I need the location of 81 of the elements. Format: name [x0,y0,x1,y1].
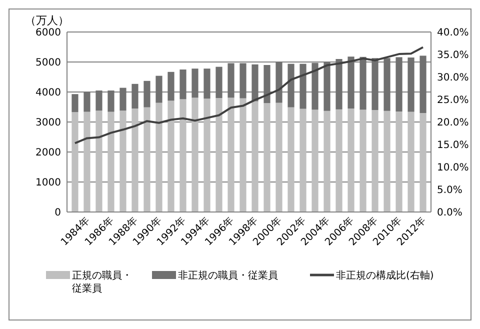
bar [108,112,114,212]
bar [372,58,378,110]
bar [168,72,174,101]
bar [144,107,150,212]
bar [324,62,330,111]
bar [264,65,270,104]
bar [96,90,102,111]
line-series [74,46,424,144]
bar [396,57,402,112]
y-tick-label: 3000 [36,118,61,128]
bar [348,56,354,108]
bar [360,110,366,212]
bar [420,56,426,113]
bar [192,68,198,98]
bar [204,68,210,99]
bar [336,109,342,212]
bar [96,110,102,212]
bar [300,108,306,212]
bar [108,90,114,112]
bar [228,63,234,98]
y-tick-label: 0 [54,208,61,218]
bar [384,110,390,212]
bar [312,62,318,110]
bar [396,112,402,212]
bar [240,63,246,98]
bar [240,98,246,212]
bar [120,88,126,111]
bar [408,58,414,112]
bar [72,112,78,212]
bar [144,80,150,108]
y2-tick-label: 30.0% [437,72,469,84]
y2-tick-label: 10.0% [437,162,469,174]
bar [348,108,354,212]
bar [180,70,186,100]
bar [288,64,294,108]
bar [324,110,330,212]
bar [276,62,282,103]
bar [204,98,210,212]
bar [336,59,342,110]
y-tick-label: 1000 [36,178,61,188]
bar [264,103,270,212]
bar [156,102,162,212]
y2-tick-label: 0.0% [437,208,462,218]
bar [300,64,306,109]
bar [132,84,138,108]
bar [192,98,198,212]
bar [228,98,234,212]
y-tick-label: 6000 [36,28,61,38]
bar [72,94,78,112]
bar [252,64,258,102]
bar [84,92,90,112]
y-axis-title: （万人） [25,14,69,27]
y-tick-label: 4000 [36,88,61,98]
legend-label: 非正規の構成比(右軸) [336,270,434,282]
bar [120,110,126,212]
bar [84,112,90,212]
bar [180,99,186,212]
y-tick-label: 5000 [36,58,61,68]
bar [312,110,318,212]
bar [408,112,414,212]
bar [156,76,162,103]
bar [216,66,222,98]
bar [168,100,174,212]
y2-tick-label: 5.0% [437,185,462,196]
legend-label: 非正規の職員・従業員 [178,270,278,282]
bar [132,108,138,212]
bar [420,113,426,212]
y2-tick-label: 35.0% [437,50,469,61]
y2-tick-label: 20.0% [437,118,469,128]
legend-label: 正規の職員・従業員 [72,270,132,294]
y2-tick-label: 25.0% [437,95,469,106]
y2-tick-label: 40.0% [437,28,469,38]
bar [276,102,282,212]
bar [288,107,294,212]
bar [360,56,366,110]
bar [372,110,378,212]
y-tick-label: 2000 [36,148,61,158]
bar [252,101,258,212]
bar [384,58,390,111]
bar [216,98,222,212]
y2-tick-label: 15.0% [437,140,469,151]
